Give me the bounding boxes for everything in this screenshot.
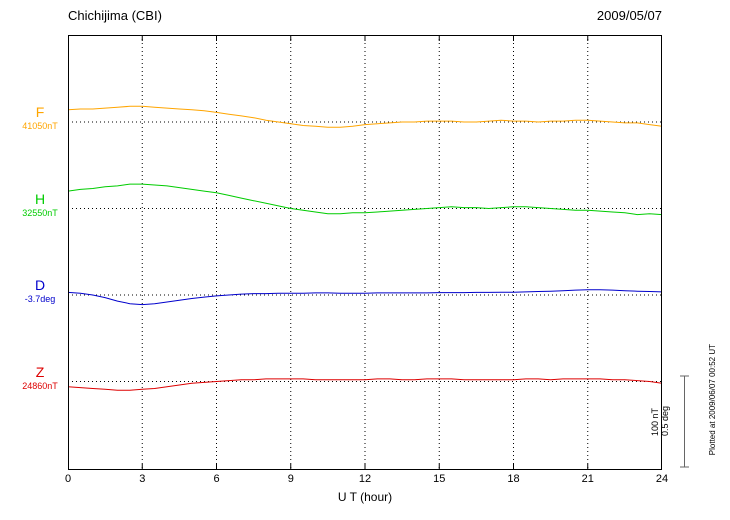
scale-deg-label: 0.5 deg [660, 405, 670, 437]
station-title: Chichijima (CBI) [68, 8, 162, 23]
x-tick-label-6: 6 [213, 473, 220, 485]
x-tick-label-15: 15 [433, 473, 446, 485]
component-letter-Z: Z [35, 363, 45, 380]
trace-Z [68, 378, 662, 391]
scale-nt-label: 100 nT [650, 407, 660, 437]
scale-bar [680, 375, 689, 468]
component-letter-D: D [34, 277, 46, 293]
x-tick-label-3: 3 [139, 473, 146, 485]
x-tick-label-21: 21 [581, 473, 594, 485]
component-label-D: D -3.7deg [8, 278, 72, 304]
trace-F [68, 105, 662, 128]
component-label-H: H 32550nT [8, 192, 72, 218]
component-baseline-F: 41050nT [22, 121, 58, 131]
component-label-F: F 41050nT [8, 105, 72, 131]
component-baseline-Z: 24860nT [22, 380, 58, 391]
component-letter-F: F [35, 104, 45, 120]
component-baseline-D: -3.7deg [24, 294, 56, 304]
component-baseline-H: 32550nT [22, 207, 58, 218]
x-tick-label-12: 12 [358, 473, 372, 485]
scale-bar-text: 100 nT 0.5 deg [650, 374, 670, 468]
trace-H [68, 183, 662, 216]
x-axis-label: U T (hour) [337, 490, 393, 504]
x-tick-label-24: 24 [655, 473, 669, 485]
x-tick-label-0: 0 [64, 473, 72, 485]
plot-border [68, 35, 662, 470]
plotted-at-note: Plotted at 2009/06/07 00:52 UT [708, 344, 717, 456]
x-tick-label-9: 9 [287, 473, 294, 485]
magnetogram-canvas [68, 35, 662, 470]
x-tick-label-18: 18 [507, 473, 520, 485]
component-letter-H: H [34, 190, 46, 207]
component-label-Z: Z 24860nT [8, 365, 72, 391]
trace-D [68, 289, 662, 306]
plot-date: 2009/05/07 [596, 8, 662, 23]
plot-area [68, 35, 662, 470]
